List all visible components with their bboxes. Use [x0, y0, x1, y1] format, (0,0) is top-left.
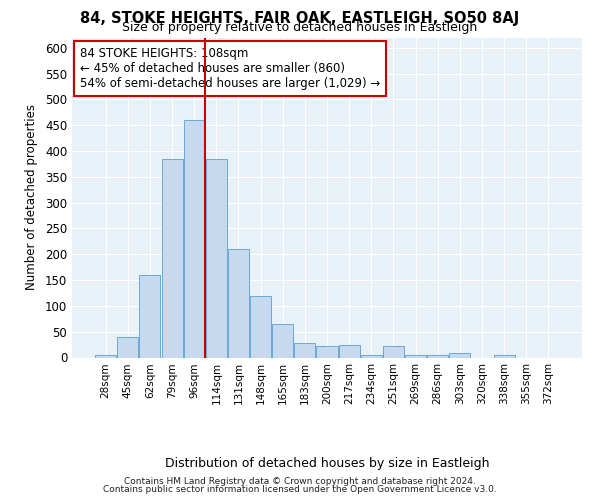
Bar — [338, 344, 359, 358]
Bar — [206, 159, 227, 358]
Bar — [272, 324, 293, 358]
Bar — [184, 120, 205, 358]
Text: 84, STOKE HEIGHTS, FAIR OAK, EASTLEIGH, SO50 8AJ: 84, STOKE HEIGHTS, FAIR OAK, EASTLEIGH, … — [80, 11, 520, 26]
Bar — [228, 249, 249, 358]
Bar — [139, 275, 160, 357]
Bar — [405, 355, 426, 358]
X-axis label: Distribution of detached houses by size in Eastleigh: Distribution of detached houses by size … — [165, 458, 489, 470]
Bar — [250, 296, 271, 358]
Text: Size of property relative to detached houses in Eastleigh: Size of property relative to detached ho… — [122, 22, 478, 35]
Bar — [449, 354, 470, 358]
Bar — [295, 343, 316, 357]
Bar — [161, 159, 182, 358]
Bar — [427, 355, 448, 358]
Bar — [494, 355, 515, 358]
Bar — [361, 355, 382, 358]
Text: 84 STOKE HEIGHTS: 108sqm
← 45% of detached houses are smaller (860)
54% of semi-: 84 STOKE HEIGHTS: 108sqm ← 45% of detach… — [80, 47, 380, 90]
Bar — [118, 337, 139, 357]
Text: Contains public sector information licensed under the Open Government Licence v3: Contains public sector information licen… — [103, 485, 497, 494]
Bar — [95, 355, 116, 358]
Text: Contains HM Land Registry data © Crown copyright and database right 2024.: Contains HM Land Registry data © Crown c… — [124, 477, 476, 486]
Bar — [316, 346, 338, 358]
Bar — [383, 346, 404, 358]
Y-axis label: Number of detached properties: Number of detached properties — [25, 104, 38, 290]
